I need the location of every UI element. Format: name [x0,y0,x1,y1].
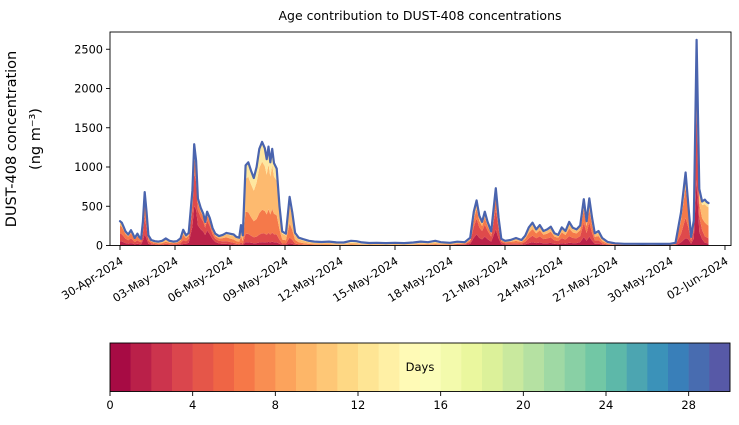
colorbar-tick-label: 20 [516,398,531,412]
colorbar-cell [234,343,255,392]
colorbar-cell [523,343,545,392]
colorbar-tick-label: 28 [681,398,696,412]
colorbar-cell [544,343,565,392]
colorbar-cell [254,343,276,392]
colorbar-cell [564,343,586,392]
y-tick-label: 1500 [74,122,103,135]
colorbar-cell [626,343,648,392]
colorbar-cell [709,343,731,392]
y-tick-label: 2500 [74,43,103,56]
colorbar-cell [275,343,297,392]
colorbar-cell [151,343,173,392]
colorbar-cell [130,343,152,392]
colorbar-cell [399,343,421,392]
colorbar-cell [192,343,214,392]
colorbar-cell [585,343,607,392]
age-band-area-8-12-days [120,48,709,245]
colorbar-cell [296,343,317,392]
colorbar-cell [606,343,627,392]
colorbar-cell [688,343,710,392]
stacked-age-areas [120,39,709,246]
colorbar-cell [482,343,503,392]
colorbar-cell [358,343,379,392]
colorbar-tick-label: 16 [433,398,448,412]
colorbar-tick-label: 0 [106,398,113,412]
colorbar-tick-label: 8 [272,398,279,412]
colorbar-cell [316,343,338,392]
plot-border [109,31,732,246]
y-tick-label: 1000 [74,161,103,174]
y-tick-label: 500 [81,200,103,213]
age-band-area-5-8-days [120,68,709,246]
colorbar-border [109,342,731,392]
total-line [118,38,710,245]
colorbar-cell [440,343,462,392]
axes: 0500100015002000250030-Apr-202403-May-20… [59,31,732,305]
colorbar-tick-label: 24 [599,398,614,412]
total-line-group [118,38,710,245]
colorbar-cell [461,343,483,392]
y-axis-label-line1: DUST-408 concentration [4,51,20,227]
y-tick-label: 0 [96,240,103,253]
colorbar-cell [378,343,400,392]
x-tick-label: 02-Jun-2024 [665,255,731,303]
colorbar-tick-label: 12 [351,398,366,412]
colorbar-cell [420,343,441,392]
chart-title: Age contribution to DUST-408 concentrati… [278,8,561,23]
y-tick-label: 2000 [74,83,103,96]
colorbar-cell [668,343,689,392]
y-axis-label-line2: (ng m⁻³) [28,108,44,170]
age-band-area-2-5-days [120,109,709,246]
colorbar-cell [110,343,131,392]
colorbar-cell [647,343,669,392]
colorbar-cell [213,343,235,392]
colorbar-label: Days [406,360,435,374]
colorbar-cell [337,343,359,392]
colorbar-cell [502,343,524,392]
colorbar-cell [172,343,193,392]
colorbar: 0 4 8 12 16 20 24 28 [106,342,731,412]
colorbar-tick-label: 4 [189,398,196,412]
